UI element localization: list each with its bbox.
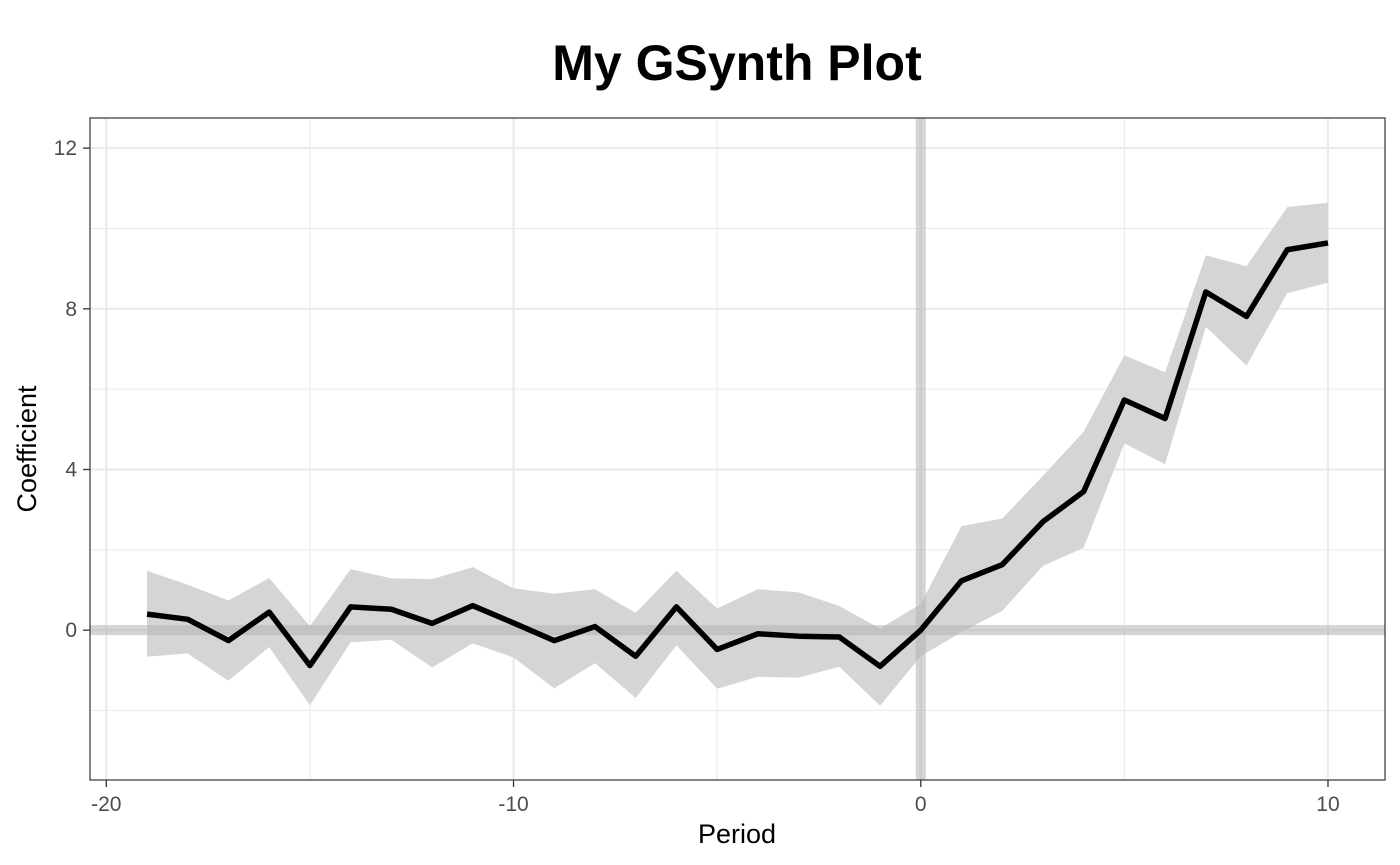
effect-line: [146, 240, 1329, 670]
confidence-band: [147, 202, 1328, 706]
y-tick-label: 12: [54, 137, 77, 160]
y-axis-title: Coefficient: [12, 385, 42, 513]
panel-border: [89, 117, 1386, 781]
x-tick-label: -20: [91, 793, 121, 816]
confidence-band-layer: [147, 202, 1328, 706]
y-axis: 0 4 8 12: [54, 137, 90, 642]
x-tick-label: 0: [915, 793, 927, 816]
reference-lines: [90, 118, 1385, 780]
x-axis: -20 -10 0 10: [91, 780, 1340, 816]
x-tick-label: 10: [1316, 793, 1339, 816]
y-tick-label: 4: [65, 458, 77, 481]
effect-line-layer: [146, 240, 1329, 670]
x-axis-title: Period: [698, 819, 776, 849]
x-tick-label: -10: [498, 793, 528, 816]
y-tick-label: 8: [65, 298, 77, 321]
chart-title: My GSynth Plot: [552, 35, 922, 91]
y-tick-label: 0: [65, 619, 77, 642]
